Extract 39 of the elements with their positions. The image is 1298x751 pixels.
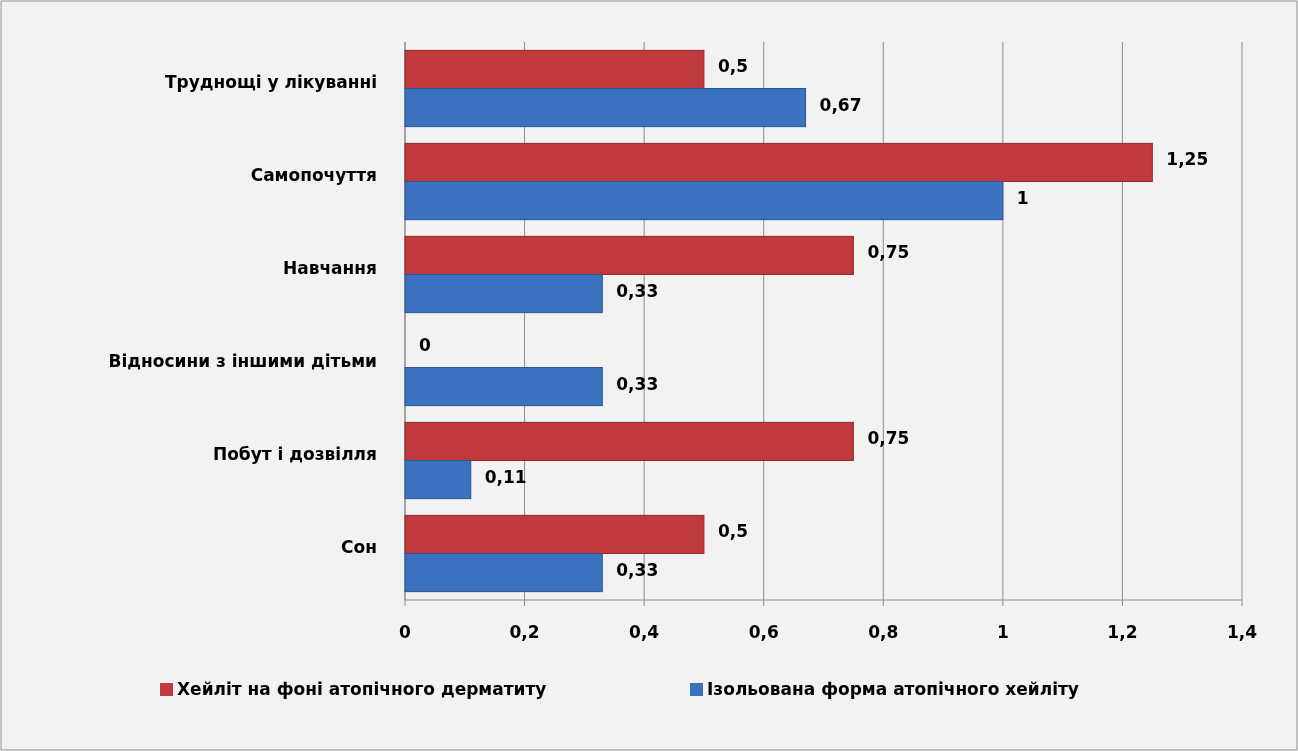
bar: [404, 553, 603, 593]
y-tick-label: Сон: [341, 536, 377, 557]
data-label: 0,75: [867, 242, 910, 263]
y-tick-label: Труднощі у лікуванні: [165, 71, 377, 92]
bar: [404, 142, 1153, 182]
data-label: 0,11: [484, 466, 527, 487]
legend-label: Ізольована форма атопічного хейліту: [707, 679, 1079, 699]
x-tick-label: 0,8: [868, 622, 899, 642]
bar: [404, 88, 807, 128]
bar: [404, 274, 603, 314]
data-label: 1,25: [1166, 149, 1209, 170]
bar: [404, 421, 854, 461]
bar: [404, 460, 472, 500]
data-label: 1: [1016, 187, 1029, 208]
bar: [404, 235, 854, 275]
bar: [404, 367, 603, 407]
data-label: 0,33: [616, 373, 659, 394]
x-tick-label: 1,4: [1226, 622, 1258, 642]
x-tick-label: 0,4: [629, 622, 660, 642]
data-label: 0,75: [867, 428, 910, 449]
data-label: 0,33: [616, 280, 659, 301]
x-tick-label: 0: [399, 622, 412, 642]
legend-label: Хейліт на фоні атопічного дерматиту: [177, 679, 547, 699]
bar: [404, 181, 1004, 221]
x-tick-label: 0,6: [748, 622, 779, 642]
data-label: 0,33: [616, 559, 659, 580]
data-label: 0,67: [819, 94, 862, 115]
data-label: 0,5: [717, 56, 749, 77]
x-tick-label: 0,2: [509, 622, 540, 642]
data-label: 0,5: [717, 521, 749, 542]
bar: [404, 49, 705, 89]
data-label: 0: [419, 335, 431, 356]
y-tick-label: Самопочуття: [250, 164, 377, 185]
x-tick-label: 1,2: [1107, 622, 1138, 642]
bar: [404, 514, 705, 554]
y-tick-label: Побут і дозвілля: [212, 443, 377, 464]
y-tick-label: Відносини з іншими дітьми: [108, 350, 377, 371]
y-tick-label: Навчання: [282, 257, 377, 278]
x-tick-label: 1: [996, 622, 1009, 642]
